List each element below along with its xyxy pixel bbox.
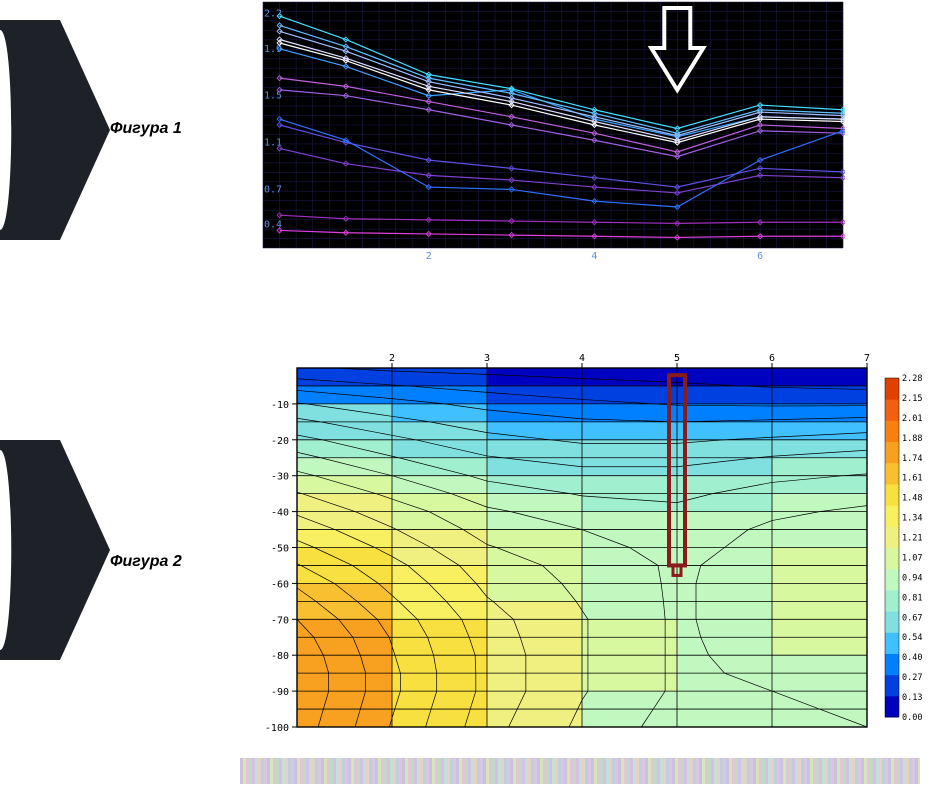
figure-1-label: Фигура 1 <box>110 120 182 138</box>
figure-1-chart: 0.40.71.11.51.92.2246 <box>245 0 845 262</box>
svg-text:6: 6 <box>757 251 763 262</box>
svg-text:0.40: 0.40 <box>902 653 922 663</box>
svg-text:2: 2 <box>389 353 395 364</box>
svg-text:-90: -90 <box>271 687 289 698</box>
figure-2-label: Фигура 2 <box>110 553 182 571</box>
svg-text:1.48: 1.48 <box>902 494 922 504</box>
noise-strip <box>240 758 920 784</box>
figure-2-chart: 2 3 4 5 6 7 -10 -20 -30 -40 -50 -60 -70 -80 -90 -100 0.0… <box>255 350 935 735</box>
svg-text:2: 2 <box>426 251 432 262</box>
svg-text:5: 5 <box>674 353 680 364</box>
svg-text:0.27: 0.27 <box>902 673 922 683</box>
svg-text:0.54: 0.54 <box>902 633 922 643</box>
arrow-block-2 <box>0 440 110 660</box>
svg-text:-10: -10 <box>271 400 289 411</box>
svg-text:1.1: 1.1 <box>264 138 282 149</box>
svg-text:1.88: 1.88 <box>902 434 922 444</box>
svg-text:0.94: 0.94 <box>902 573 922 583</box>
svg-text:1.34: 1.34 <box>902 514 922 524</box>
svg-text:-30: -30 <box>271 472 289 483</box>
svg-text:-80: -80 <box>271 651 289 662</box>
svg-text:2.01: 2.01 <box>902 414 922 424</box>
svg-text:1.21: 1.21 <box>902 534 922 544</box>
svg-text:-40: -40 <box>271 508 289 519</box>
svg-text:0.7: 0.7 <box>264 184 282 195</box>
svg-text:1.61: 1.61 <box>902 474 922 484</box>
svg-text:-20: -20 <box>271 436 289 447</box>
svg-text:4: 4 <box>579 353 585 364</box>
svg-text:-50: -50 <box>271 544 289 555</box>
svg-text:0.81: 0.81 <box>902 593 922 603</box>
svg-text:0.00: 0.00 <box>902 713 922 723</box>
svg-text:6: 6 <box>769 353 775 364</box>
svg-text:-100: -100 <box>265 723 289 734</box>
svg-text:-60: -60 <box>271 579 289 590</box>
svg-text:2.15: 2.15 <box>902 394 922 404</box>
svg-text:3: 3 <box>484 353 490 364</box>
svg-text:1.74: 1.74 <box>902 454 922 464</box>
svg-text:0.67: 0.67 <box>902 613 922 623</box>
svg-text:0.4: 0.4 <box>264 220 282 231</box>
svg-text:2.28: 2.28 <box>902 374 922 384</box>
svg-text:4: 4 <box>591 251 597 262</box>
svg-text:1.07: 1.07 <box>902 553 922 563</box>
svg-text:0.13: 0.13 <box>902 693 922 703</box>
svg-text:7: 7 <box>864 353 870 364</box>
arrow-block-1 <box>0 20 110 240</box>
svg-text:-70: -70 <box>271 615 289 626</box>
